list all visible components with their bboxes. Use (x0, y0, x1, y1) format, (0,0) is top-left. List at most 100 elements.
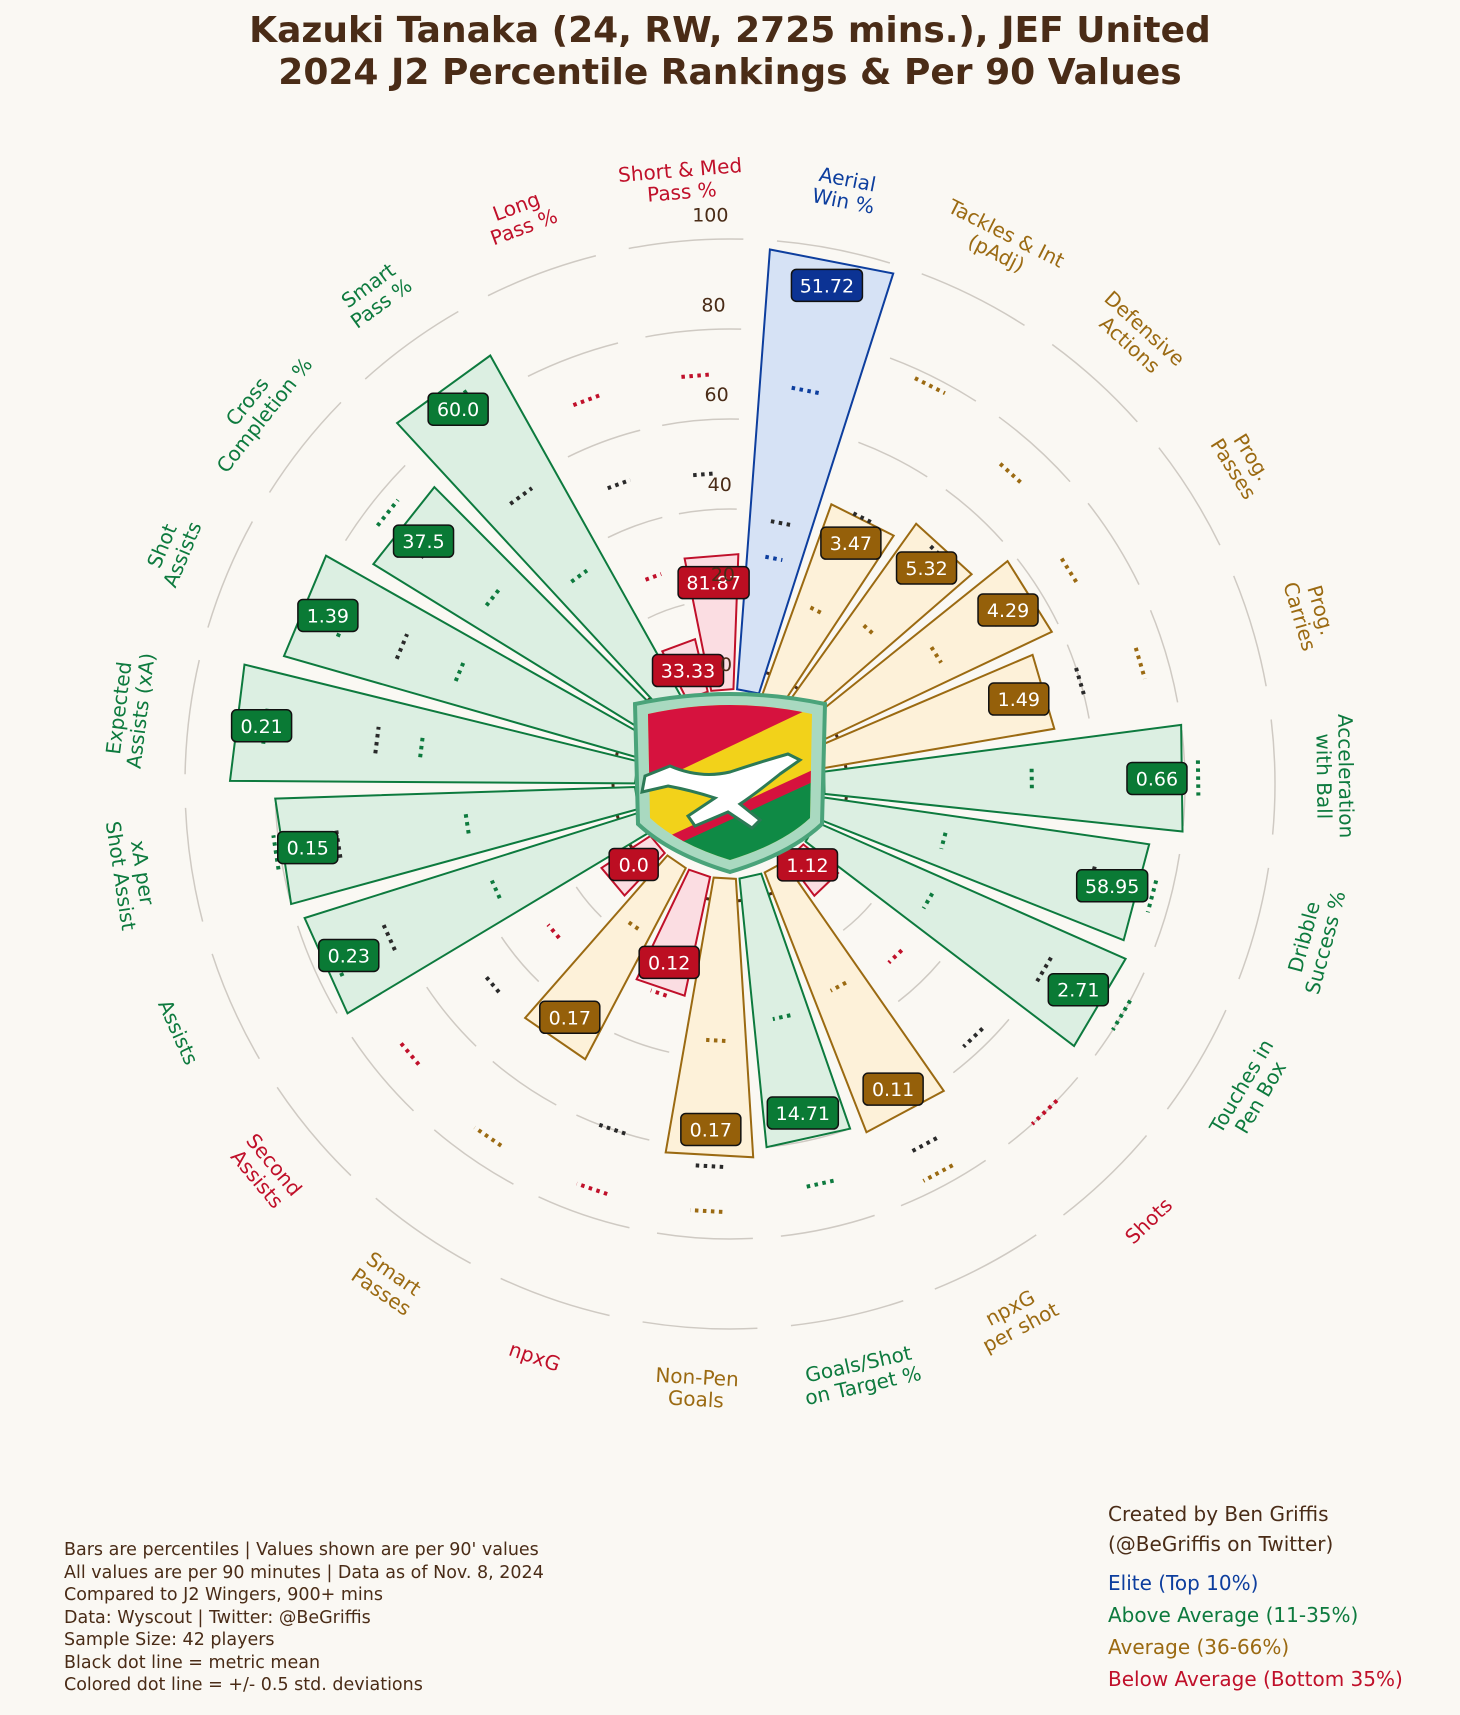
metric-label: DribbleSuccess % (1279, 883, 1351, 997)
grid-arc (678, 508, 737, 515)
grid-arc (628, 238, 744, 250)
footnote-line: Compared to J2 Wingers, 900+ mins (64, 1585, 383, 1605)
radial-tick-label: 100 (692, 204, 728, 226)
mean-dot-line (692, 471, 717, 478)
value-badge-box (1075, 869, 1149, 903)
sd-dot-line (463, 813, 471, 834)
value-badge-box (776, 848, 839, 882)
grid-arc (1066, 644, 1090, 719)
value-badge-box (608, 847, 659, 882)
grid-arc (1063, 1134, 1148, 1216)
grid-arc (433, 1129, 514, 1185)
value-badge-box (820, 526, 882, 560)
value-badge: 1.39 (297, 598, 359, 633)
sd-dot-line (681, 372, 713, 379)
grid-arc (889, 357, 977, 402)
value-badge: 37.5 (392, 524, 455, 558)
grid-arc (934, 1234, 1037, 1290)
radial-tick-label: 40 (708, 474, 732, 496)
mean-dot-line (908, 1136, 938, 1155)
mean-dot-line (482, 972, 501, 994)
sd-dot-line (887, 948, 904, 965)
chart-title-line-1: Kazuki Tanaka (24, RW, 2725 mins.), JEF … (249, 10, 1211, 51)
sd-dot-line (644, 572, 662, 582)
metric-label: SmartPasses (347, 1245, 428, 1321)
grid-arc (776, 240, 891, 264)
sd-dot-line (375, 498, 400, 527)
value-label: 0.15 (287, 838, 329, 860)
credit: Created by Ben Griffis (@BeGriffis on Tw… (1108, 1499, 1333, 1559)
value-badge: 0.0 (608, 847, 659, 882)
value-label: 0.17 (690, 1119, 732, 1141)
metric-label: Non-PenGoals (654, 1363, 740, 1414)
value-badge: 58.95 (1075, 869, 1149, 903)
grid-arc (656, 1232, 753, 1240)
value-badge: 2.71 (1047, 972, 1110, 1007)
footnote-line: Bars are percentiles | Values shown are … (64, 1540, 539, 1560)
metric-label: Prog.Passes (1206, 422, 1281, 503)
grid-arc (998, 416, 1071, 483)
grid-arc (900, 1159, 987, 1207)
value-badge: 0.12 (638, 945, 700, 980)
legend-entry: Average (36-66%) (1108, 1635, 1290, 1659)
sd-dot-line (764, 554, 783, 562)
sd-dot-line (914, 376, 946, 395)
metric-label: CrossCompletion % (194, 339, 317, 477)
grid-arc (184, 659, 201, 775)
value-label: 0.17 (549, 1007, 591, 1029)
value-badge-box (297, 598, 359, 633)
grid-arc (1154, 853, 1181, 948)
value-label: 58.95 (1085, 876, 1139, 898)
footnote-line: Data: Wyscout | Twitter: @BeGriffis (64, 1607, 371, 1628)
footnote-line: Sample Size: 42 players (64, 1630, 275, 1650)
value-badge-box (427, 392, 489, 426)
grid-arc (607, 516, 663, 539)
grid-arc (492, 1060, 557, 1106)
value-badges-layer: 51.72 3.47 5.32 4.29 1.49 0.66 58.95 2.71 1.12 0.… (230, 268, 1188, 1147)
bar (738, 872, 852, 1149)
legend-entry: Elite (Top 10%) (1108, 1571, 1259, 1595)
value-badge: 14.71 (766, 1096, 840, 1130)
sd-dot-line (809, 605, 825, 616)
radial-tick-label: 60 (705, 384, 729, 406)
value-badge-box (277, 830, 339, 865)
value-label: 14.71 (776, 1103, 830, 1125)
grid-arc (1149, 609, 1179, 703)
sd-dot-line (998, 462, 1025, 487)
metric-label: Short & MedPass % (617, 153, 745, 209)
grid-arc (1233, 575, 1267, 687)
value-badge-box (977, 593, 1039, 627)
grid-arc (487, 255, 597, 297)
sd-dot-line (829, 980, 847, 993)
grid-arc (276, 1086, 352, 1177)
grid-arc (575, 886, 602, 918)
value-badge: 0.23 (318, 938, 380, 973)
grid-arc (184, 807, 204, 922)
grid-arc (1051, 343, 1138, 423)
credit-line-2: (@BeGriffis on Twitter) (1108, 1532, 1334, 1556)
grid-arc (780, 1214, 875, 1237)
bar (736, 248, 895, 695)
value-badge-box (230, 709, 293, 743)
grid-arc (567, 429, 641, 458)
sd-dot-line (803, 1178, 835, 1190)
sd-dot-line (929, 646, 943, 664)
value-label: 0.21 (240, 716, 282, 738)
grid-arc (364, 310, 459, 380)
sd-dot-line (484, 586, 503, 607)
value-label: 1.12 (786, 855, 828, 877)
value-label: 0.0 (619, 854, 649, 876)
value-badge: 81.87 (677, 565, 750, 600)
grid-arc (1270, 719, 1276, 835)
bars-layer (228, 248, 1184, 1159)
value-badge: 1.49 (988, 682, 1050, 716)
grid-arc (211, 953, 260, 1060)
grid-arc (897, 960, 941, 1003)
metric-label: SmartPass % (333, 255, 416, 333)
metric-label: ExpectedAssists (xA) (100, 649, 160, 770)
grid-arc (662, 418, 739, 427)
sd-dot-line (1145, 879, 1159, 913)
value-badge: 1.12 (776, 848, 839, 882)
value-label: 4.29 (987, 600, 1029, 622)
